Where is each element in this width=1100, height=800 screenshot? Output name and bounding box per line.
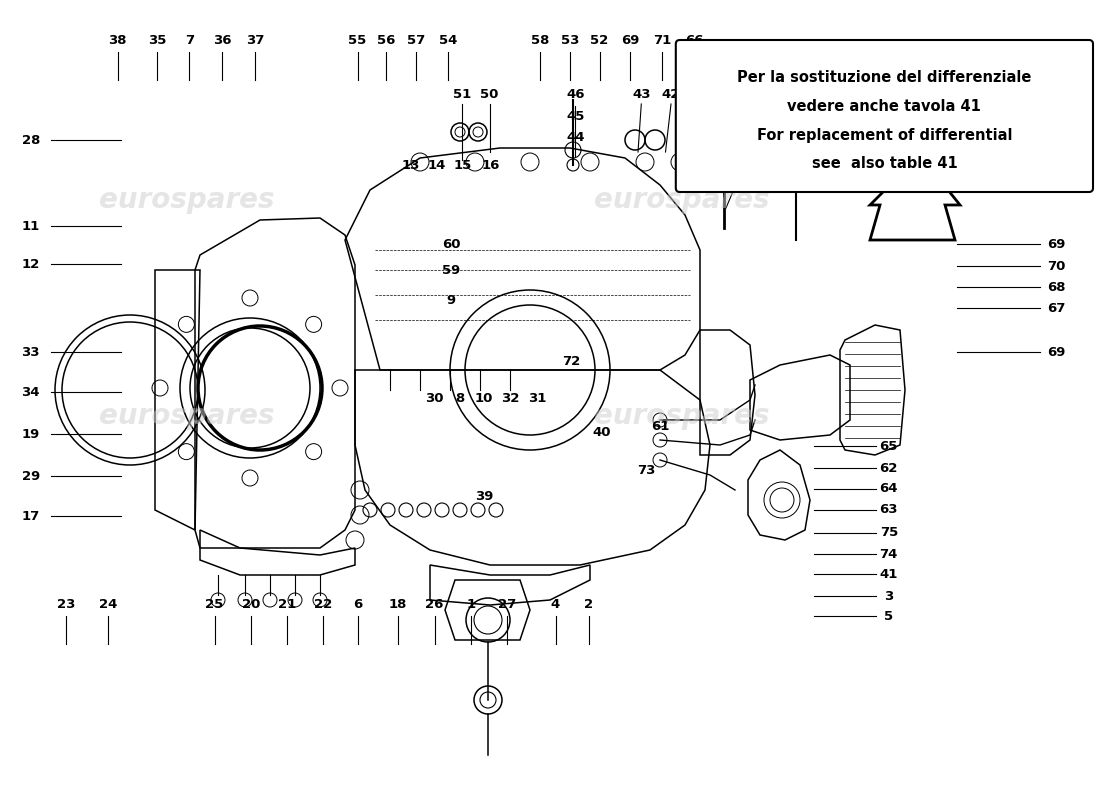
Text: eurospares: eurospares (594, 186, 770, 214)
Text: vedere anche tavola 41: vedere anche tavola 41 (788, 98, 981, 114)
Text: 71: 71 (653, 34, 671, 46)
Text: 7: 7 (185, 34, 194, 46)
Text: 65: 65 (880, 440, 898, 453)
Text: 47: 47 (742, 134, 760, 146)
Text: 34: 34 (22, 386, 40, 398)
Text: 51: 51 (453, 88, 471, 101)
Text: 68: 68 (1047, 281, 1065, 294)
Text: 72: 72 (562, 355, 580, 368)
Text: 20: 20 (242, 598, 260, 610)
Text: 19: 19 (22, 428, 40, 441)
Text: 2: 2 (584, 598, 593, 610)
Text: 33: 33 (22, 346, 40, 358)
Text: 9: 9 (447, 294, 455, 306)
Text: 44: 44 (566, 131, 584, 144)
Text: 67: 67 (1047, 302, 1065, 314)
Text: 66: 66 (685, 34, 703, 46)
Text: 23: 23 (57, 598, 75, 610)
Text: 13: 13 (402, 159, 419, 172)
Text: 1: 1 (466, 598, 475, 610)
Text: 69: 69 (1047, 346, 1065, 358)
Text: 25: 25 (206, 598, 223, 610)
Text: 61: 61 (651, 420, 669, 433)
Text: 42: 42 (662, 88, 680, 101)
Text: see  also table 41: see also table 41 (812, 156, 957, 171)
Text: 32: 32 (502, 392, 519, 405)
Text: 63: 63 (880, 503, 898, 516)
Text: 26: 26 (426, 598, 443, 610)
Text: 50: 50 (481, 88, 498, 101)
Text: 36: 36 (213, 34, 231, 46)
Text: 8: 8 (455, 392, 464, 405)
Text: 58: 58 (531, 34, 549, 46)
Text: 35: 35 (148, 34, 166, 46)
Text: 3: 3 (884, 590, 893, 602)
Text: 12: 12 (22, 258, 40, 270)
Text: eurospares: eurospares (99, 402, 275, 430)
Text: 41: 41 (880, 568, 898, 581)
Text: 69: 69 (1047, 238, 1065, 250)
Text: 21: 21 (278, 598, 296, 610)
FancyBboxPatch shape (675, 40, 1093, 192)
Text: 60: 60 (442, 238, 460, 250)
Text: For replacement of differential: For replacement of differential (757, 127, 1012, 142)
Text: 38: 38 (109, 34, 126, 46)
Text: 27: 27 (498, 598, 516, 610)
Text: 45: 45 (566, 110, 584, 122)
Text: 29: 29 (22, 470, 40, 482)
Text: 4: 4 (551, 598, 560, 610)
Text: 24: 24 (99, 598, 117, 610)
Text: 28: 28 (22, 134, 40, 146)
Text: 31: 31 (528, 392, 546, 405)
Text: 56: 56 (377, 34, 395, 46)
Text: 64: 64 (880, 482, 898, 495)
Text: 69: 69 (621, 34, 639, 46)
Text: 74: 74 (880, 548, 898, 561)
Text: 73: 73 (638, 464, 656, 477)
Text: 39: 39 (475, 490, 493, 502)
Text: 22: 22 (315, 598, 332, 610)
Text: 5: 5 (884, 610, 893, 622)
Text: 10: 10 (475, 392, 493, 405)
Text: eurospares: eurospares (99, 186, 275, 214)
Text: 18: 18 (389, 598, 407, 610)
Text: Per la sostituzione del differenziale: Per la sostituzione del differenziale (737, 70, 1032, 85)
Text: 46: 46 (566, 88, 584, 101)
Text: 30: 30 (426, 392, 443, 405)
Text: 52: 52 (591, 34, 608, 46)
Text: 37: 37 (246, 34, 264, 46)
Text: 17: 17 (22, 510, 40, 522)
Text: 15: 15 (454, 159, 472, 172)
Text: 6: 6 (353, 598, 362, 610)
Text: 40: 40 (593, 426, 611, 438)
Text: 57: 57 (407, 34, 425, 46)
Text: 49: 49 (788, 78, 805, 90)
Text: 16: 16 (482, 159, 499, 172)
Text: 43: 43 (632, 88, 650, 101)
Text: 53: 53 (561, 34, 579, 46)
Text: 70: 70 (1047, 260, 1065, 273)
Text: 11: 11 (22, 220, 40, 233)
Text: 14: 14 (428, 159, 446, 172)
Text: 48: 48 (742, 94, 760, 106)
Text: eurospares: eurospares (594, 402, 770, 430)
Text: 62: 62 (880, 462, 898, 474)
Text: 54: 54 (439, 34, 456, 46)
Text: 75: 75 (880, 526, 898, 539)
Text: 55: 55 (349, 34, 366, 46)
Text: 59: 59 (442, 264, 460, 277)
